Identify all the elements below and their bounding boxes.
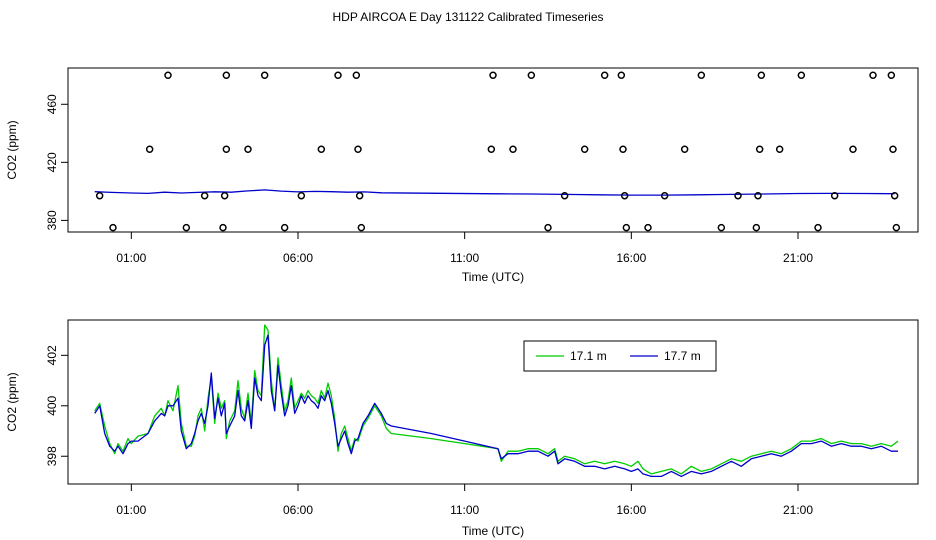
- x-tick-label: 21:00: [783, 503, 813, 517]
- y-axis-label: CO2 (ppm): [5, 372, 19, 431]
- series-line-1: [94, 189, 895, 196]
- data-point: [527, 71, 536, 80]
- data-point: [830, 191, 839, 200]
- data-point: [145, 145, 154, 154]
- data-point: [219, 223, 227, 232]
- data-point: [622, 223, 631, 232]
- x-axis-label: Time (UTC): [462, 524, 524, 538]
- x-tick-label: 01:00: [116, 251, 146, 265]
- data-point: [752, 223, 761, 232]
- plot-frame: [67, 67, 919, 233]
- data-point: [355, 191, 364, 200]
- x-tick-label: 06:00: [283, 503, 313, 517]
- x-tick-label: 01:00: [116, 503, 146, 517]
- panel-2: 01:00 06:00 11:00 16:00 21:00 Time (UTC) 398 40…: [5, 319, 919, 538]
- data-point: [222, 71, 231, 80]
- data-point: [889, 145, 897, 154]
- data-point: [869, 71, 877, 80]
- series-line-1: [94, 324, 899, 475]
- data-point: [697, 71, 706, 80]
- page-title: HDP AIRCOA E Day 131122 Calibrated Times…: [332, 10, 604, 24]
- data-point: [620, 191, 629, 200]
- data-point: [619, 145, 627, 154]
- data-point: [717, 223, 726, 232]
- data-point: [849, 145, 857, 154]
- data-point: [754, 191, 762, 200]
- data-point: [580, 145, 589, 154]
- data-point: [220, 191, 229, 200]
- legend-label: 17.7 m: [664, 349, 701, 363]
- data-point: [560, 191, 569, 200]
- data-point: [775, 145, 784, 154]
- data-point: [354, 145, 362, 154]
- data-point: [357, 223, 366, 232]
- data-point: [814, 223, 822, 232]
- data-point: [222, 145, 231, 154]
- x-tick-label: 21:00: [783, 251, 813, 265]
- data-point: [317, 145, 326, 154]
- data-point: [244, 145, 252, 154]
- legend-label: 17.1 m: [570, 349, 607, 363]
- x-axis-label: Time (UTC): [462, 270, 524, 284]
- data-point: [352, 71, 361, 80]
- data-point: [109, 223, 117, 232]
- x-tick-label: 16:00: [616, 251, 646, 265]
- y-tick-label: 380: [45, 210, 59, 230]
- data-point: [734, 191, 742, 200]
- x-tick-label: 11:00: [450, 503, 479, 517]
- legend: 17.1 m 17.7 m: [523, 340, 717, 372]
- data-point: [660, 191, 669, 200]
- data-point: [680, 145, 689, 154]
- data-point: [644, 223, 652, 232]
- data-point: [280, 223, 289, 232]
- data-point: [487, 145, 496, 154]
- x-tick-label: 11:00: [450, 251, 479, 265]
- data-point: [890, 191, 899, 200]
- y-axis-label: CO2 (ppm): [5, 120, 19, 179]
- data-point: [797, 71, 806, 80]
- panel-1: 01:00 06:00 11:00 16:00 21:00 Time (UTC) 380 42…: [5, 67, 919, 284]
- y-tick-label: 400: [45, 395, 59, 415]
- data-point: [489, 71, 497, 80]
- y-tick-label: 402: [45, 345, 59, 365]
- plot-frame: [67, 319, 919, 485]
- data-point: [544, 223, 552, 232]
- data-point: [887, 71, 896, 80]
- data-point: [297, 191, 306, 200]
- y-tick-label: 398: [45, 446, 59, 466]
- data-point: [757, 71, 766, 80]
- data-point: [509, 145, 517, 154]
- data-point: [334, 71, 342, 80]
- data-point: [617, 71, 626, 80]
- data-point: [164, 71, 172, 80]
- x-tick-label: 06:00: [283, 251, 313, 265]
- data-point: [95, 191, 104, 200]
- data-point: [200, 191, 209, 200]
- data-point: [600, 71, 609, 80]
- data-point: [260, 71, 269, 80]
- y-tick-label: 460: [45, 94, 59, 114]
- data-point: [892, 223, 901, 232]
- data-point: [755, 145, 764, 154]
- series-line-2: [94, 334, 898, 478]
- y-tick-label: 420: [45, 152, 59, 172]
- data-point: [182, 223, 191, 232]
- x-tick-label: 16:00: [616, 503, 646, 517]
